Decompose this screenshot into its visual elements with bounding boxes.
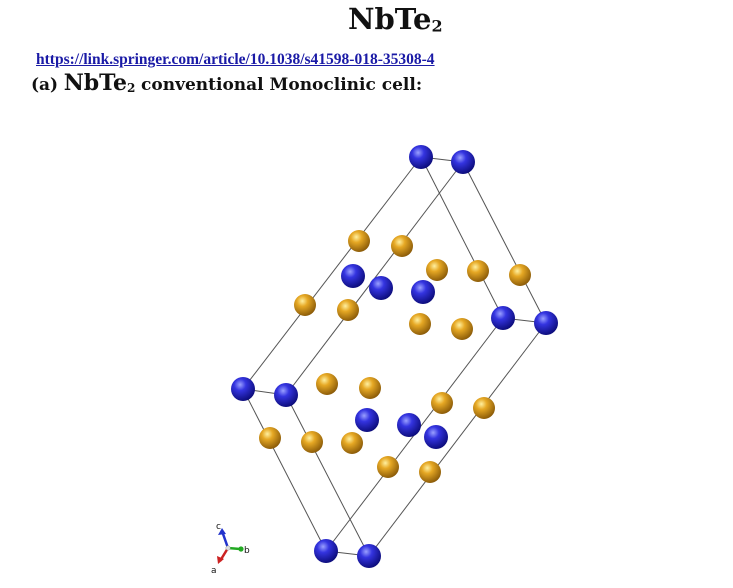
- te-atom: [426, 259, 448, 281]
- atoms: [231, 145, 558, 568]
- nb-atom: [341, 264, 365, 288]
- nb-atom: [451, 150, 475, 174]
- nb-atom: [357, 544, 381, 568]
- nb-atom: [369, 276, 393, 300]
- nb-atom: [491, 306, 515, 330]
- b-axis-label: b: [244, 546, 250, 556]
- te-atom: [431, 392, 453, 414]
- te-atom: [509, 264, 531, 286]
- axis-triad: c b a: [211, 522, 250, 576]
- nb-atom: [231, 377, 255, 401]
- nb-atom: [314, 539, 338, 563]
- te-atom: [377, 456, 399, 478]
- cell-edge: [420, 156, 504, 319]
- nb-atom: [355, 408, 379, 432]
- a-axis-arrowhead: [217, 556, 224, 564]
- c-axis-label: c: [216, 522, 221, 532]
- te-atom: [467, 260, 489, 282]
- te-atom: [419, 461, 441, 483]
- nb-atom: [409, 145, 433, 169]
- cell-edge: [285, 394, 370, 557]
- te-atom: [259, 427, 281, 449]
- b-axis-end: [238, 546, 244, 552]
- caption-formula: NbTe2: [63, 70, 136, 96]
- nb-atom: [411, 280, 435, 304]
- cell-edge: [242, 156, 422, 390]
- te-atom: [337, 299, 359, 321]
- nb-atom: [534, 311, 558, 335]
- te-atom: [473, 397, 495, 419]
- te-atom: [451, 318, 473, 340]
- te-atom: [391, 235, 413, 257]
- nb-atom: [274, 383, 298, 407]
- caption-text: conventional Monoclinic cell:: [141, 75, 423, 95]
- te-atom: [341, 432, 363, 454]
- c-axis-arrowhead: [218, 528, 226, 535]
- cell-edge: [242, 388, 327, 552]
- unit-cell-edges: [242, 156, 547, 557]
- nb-atom: [397, 413, 421, 437]
- page-title: NbTe2: [348, 2, 443, 36]
- figure-caption: (a) NbTe2 conventional Monoclinic cell:: [31, 70, 422, 96]
- axis-origin: [225, 545, 231, 551]
- te-atom: [409, 313, 431, 335]
- a-axis-label: a: [211, 566, 217, 576]
- te-atom: [359, 377, 381, 399]
- te-atom: [316, 373, 338, 395]
- cell-edge: [368, 322, 547, 557]
- nb-atom: [424, 425, 448, 449]
- caption-tag: (a): [31, 75, 59, 95]
- source-link[interactable]: https://link.springer.com/article/10.103…: [36, 51, 435, 68]
- cell-edge: [462, 161, 547, 324]
- te-atom: [301, 431, 323, 453]
- te-atom: [294, 294, 316, 316]
- te-atom: [348, 230, 370, 252]
